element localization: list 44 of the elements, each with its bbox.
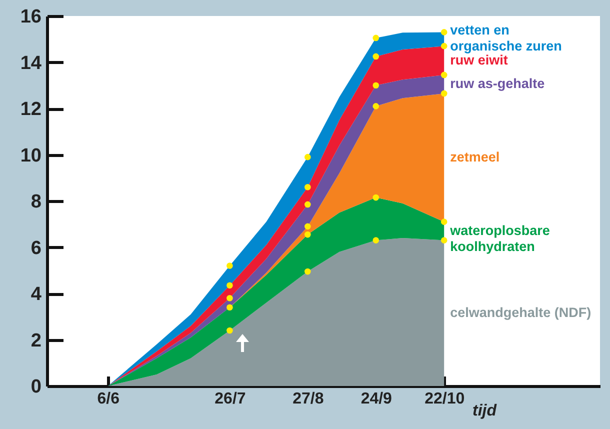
point	[226, 262, 233, 269]
point	[372, 237, 380, 244]
point	[440, 237, 448, 244]
point	[372, 103, 380, 110]
x-tick-label: 24/9	[360, 390, 392, 408]
y-tick-label: 10	[20, 145, 42, 166]
y-tick-label: 12	[20, 99, 42, 120]
point	[304, 154, 311, 160]
point	[226, 304, 233, 311]
series-label: zetmeel	[450, 150, 500, 165]
y-tick-label: 2	[30, 330, 42, 352]
point	[440, 218, 448, 225]
point	[440, 90, 448, 97]
x-tick-label: 26/7	[214, 390, 246, 408]
y-tick-label: 16	[20, 6, 42, 28]
x-tick-label: 22/10	[424, 390, 465, 408]
y-tick-label: 6	[30, 238, 42, 259]
x-tick-label: 27/8	[292, 390, 324, 408]
series-label: vetten en organische zuren	[450, 22, 562, 54]
series-label: ruw as-gehalte	[450, 76, 546, 92]
y-tick-label: 14	[20, 52, 42, 74]
point	[226, 282, 233, 289]
point	[372, 82, 380, 89]
x-tick-label: 6/6	[97, 390, 120, 408]
point	[304, 223, 311, 230]
point	[226, 294, 233, 302]
series-label: celwandgehalte (NDF)	[450, 305, 592, 320]
point	[440, 29, 448, 36]
point	[304, 231, 311, 238]
point	[372, 194, 380, 201]
x-axis-title: tijd	[472, 402, 498, 420]
point	[304, 184, 311, 190]
y-tick-label: 0	[30, 376, 42, 398]
point	[372, 34, 380, 42]
point	[226, 327, 233, 334]
y-tick-label: 8	[30, 192, 42, 212]
series-label: wateroplosbare koolhydraten	[449, 223, 550, 254]
y-tick-label: 4	[30, 284, 42, 305]
point	[304, 201, 311, 208]
point	[440, 42, 448, 50]
point	[372, 53, 380, 60]
point	[440, 72, 448, 78]
point	[304, 268, 311, 275]
series-label: ruw eiwit	[450, 52, 508, 68]
